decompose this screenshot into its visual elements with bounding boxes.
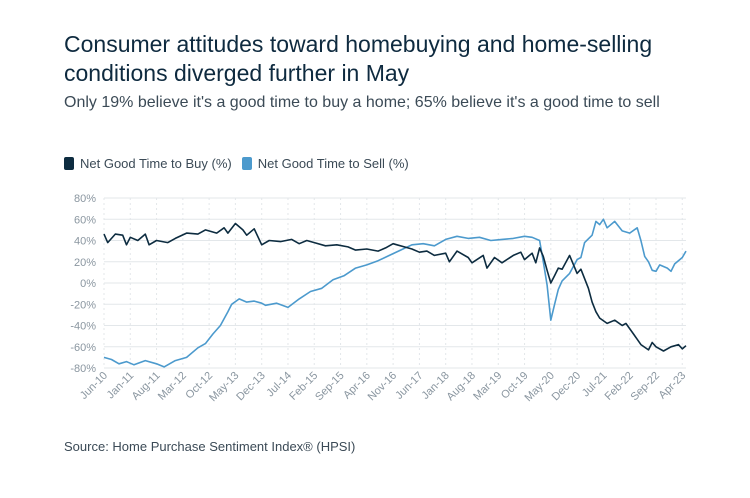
x-tick-label: Nov-16 <box>366 370 400 404</box>
series-lines <box>103 218 687 368</box>
x-tick-label: Mar-12 <box>156 370 189 403</box>
chart-title: Consumer attitudes toward homebuying and… <box>64 31 653 86</box>
legend-swatch-sell <box>241 157 252 170</box>
series-line-sell <box>103 218 687 368</box>
x-tick-label: Sep-15 <box>313 370 347 404</box>
legend-item-sell: Net Good Time to Sell (%) <box>241 156 409 171</box>
x-tick-label: Aug-18 <box>445 370 479 404</box>
series-line-buy <box>103 222 687 352</box>
y-tick-label: 60% <box>74 214 96 226</box>
legend-label-buy: Net Good Time to Buy (%) <box>80 156 232 171</box>
x-tick-label: Jun-17 <box>393 370 425 402</box>
x-tick-label: Aug-11 <box>130 370 163 403</box>
y-tick-label: -20% <box>70 299 96 311</box>
y-tick-label: -40% <box>70 321 96 333</box>
y-tick-label: 20% <box>74 257 96 269</box>
legend-swatch-buy <box>64 157 74 170</box>
x-tick-label: Sep-22 <box>629 370 663 404</box>
y-tick-label: -60% <box>70 342 96 354</box>
x-tick-label: Dec-13 <box>234 370 268 404</box>
x-tick-label: May-13 <box>207 370 241 404</box>
y-tick-label: -80% <box>70 363 96 375</box>
y-tick-label: 40% <box>74 236 96 248</box>
chart-legend: Net Good Time to Buy (%) Net Good Time t… <box>64 156 419 171</box>
y-axis: 80% 60% 40% 20% 0% -20% -40% -60% -80% <box>70 193 96 375</box>
source-note: Source: Home Purchase Sentiment Index® (… <box>64 439 356 454</box>
y-tick-label: 0% <box>80 278 96 290</box>
x-tick-label: Apr-23 <box>657 370 689 402</box>
legend-label-sell: Net Good Time to Sell (%) <box>257 156 409 171</box>
x-tick-label: Mar-19 <box>471 370 504 403</box>
legend-item-buy: Net Good Time to Buy (%) <box>64 156 232 171</box>
chart-subtitle: Only 19% believe it's a good time to buy… <box>64 94 660 111</box>
y-tick-label: 80% <box>74 193 96 205</box>
gridlines <box>103 197 686 369</box>
line-chart: 80% 60% 40% 20% 0% -20% -40% -60% -80% Jun-10Jan… <box>70 193 689 404</box>
x-tick-label: Dec-20 <box>550 370 584 404</box>
x-axis: Jun-10Jan-11Aug-11Mar-12Oct-12May-13Dec-… <box>78 370 689 404</box>
x-tick-label: May-20 <box>523 370 557 404</box>
